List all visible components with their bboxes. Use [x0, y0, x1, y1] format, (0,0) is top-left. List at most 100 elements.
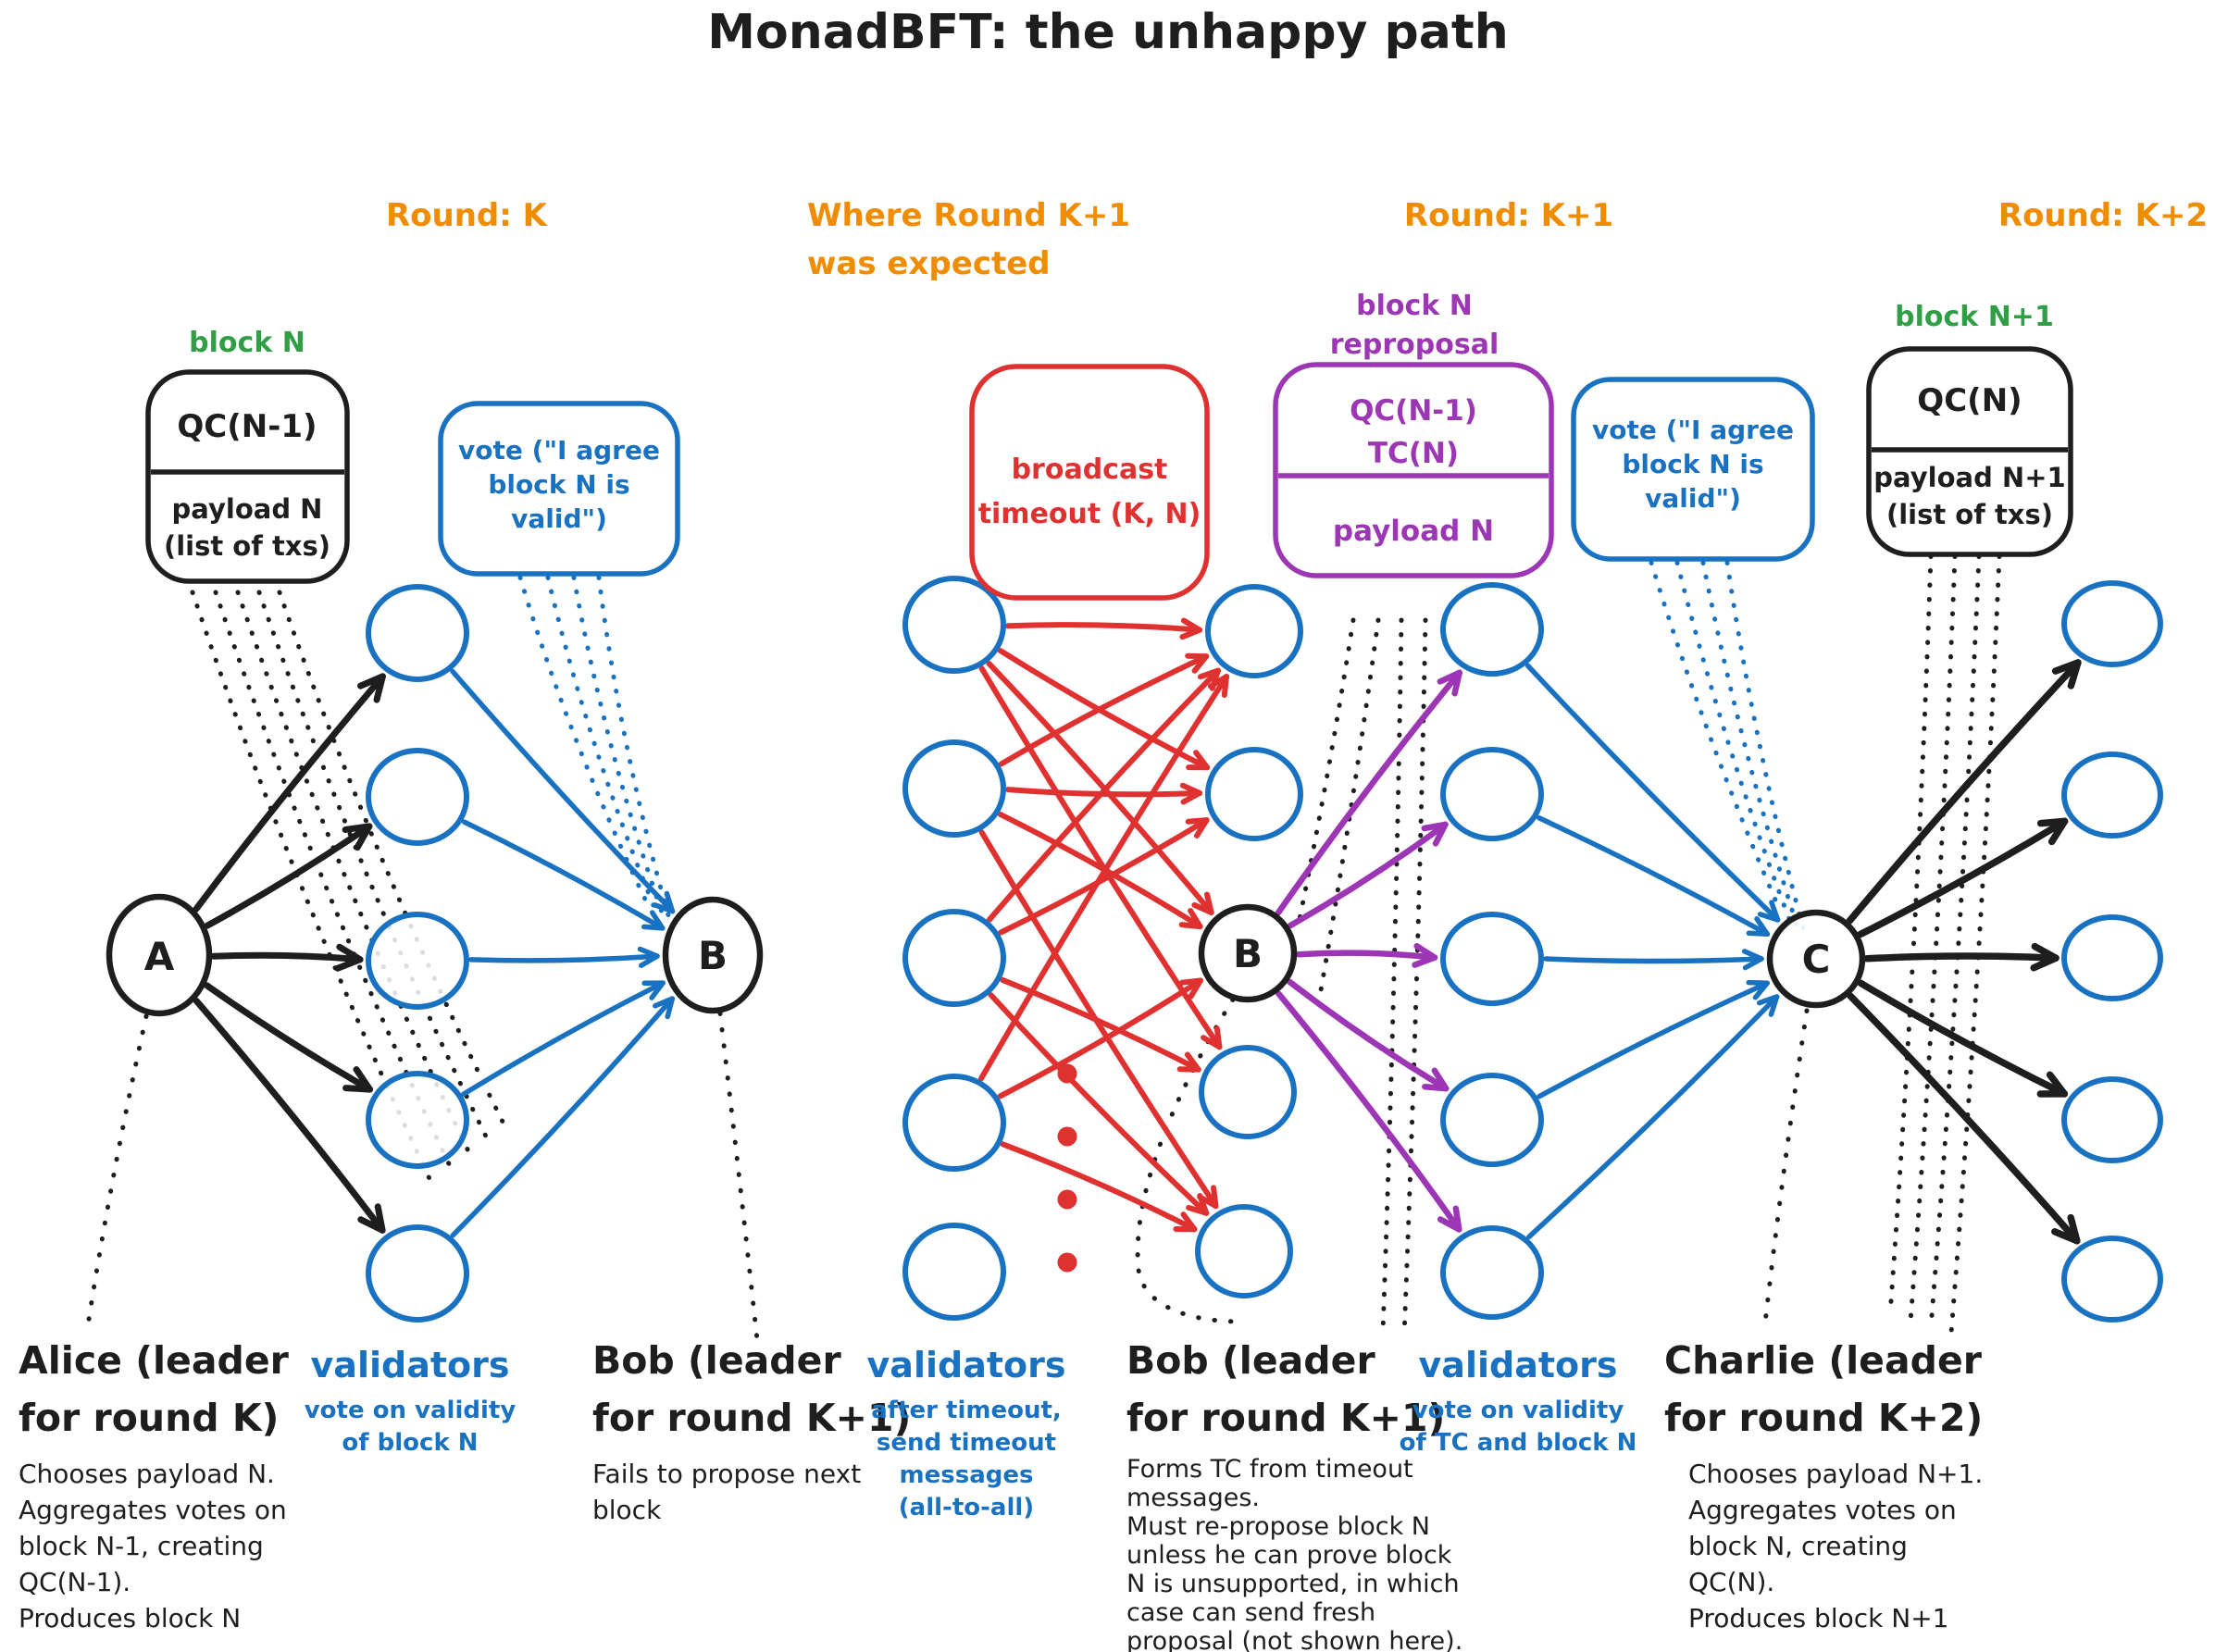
block-n-payload: payload N	[172, 493, 323, 525]
reproposal-arrows-bob2-to-validators	[1275, 669, 1462, 1233]
round-k2-label: Round: K+2	[1998, 197, 2208, 234]
leader-node-charlie	[1766, 909, 1866, 1009]
arrow-shaft	[210, 951, 364, 963]
charlie-body-3: block N, creating	[1688, 1531, 1908, 1561]
dotted-line	[277, 590, 508, 1130]
dotted-line	[1700, 560, 1800, 930]
arrow-head	[649, 980, 666, 1000]
dotted-line	[1928, 553, 1982, 1330]
alice-label-connector	[85, 1013, 149, 1328]
validators3-sub-2: of TC and block N	[1400, 1429, 1637, 1457]
arrow-shaft	[450, 996, 676, 1238]
arrow-shaft	[1287, 821, 1449, 929]
validator-circle	[1195, 1204, 1293, 1298]
arrow-shaft	[1857, 979, 2069, 1098]
arrow-shaft	[1543, 956, 1764, 964]
alice-body-4: QC(N-1).	[19, 1567, 131, 1597]
dotted-line	[1674, 560, 1792, 922]
vote-arrows-validators-to-bob1	[450, 668, 676, 1238]
validator-circle	[2061, 1236, 2163, 1323]
arrow-head	[1432, 821, 1449, 847]
dotted-line	[1948, 553, 2002, 1335]
charlie-heading-1: Charlie (leader	[1664, 1338, 1983, 1383]
node-bob2-label: B	[1233, 931, 1263, 976]
dotted-line	[1908, 553, 1958, 1324]
arrow-head	[1191, 901, 1214, 915]
dotted-line	[571, 575, 668, 925]
leader-node-bob2	[1198, 903, 1298, 1003]
alice-heading-1: Alice (leader	[19, 1338, 290, 1383]
charlie-heading-2: for round K+2)	[1664, 1396, 1983, 1440]
alice-body-5: Produces block N	[19, 1603, 241, 1633]
validator-circle	[366, 1224, 469, 1323]
ellipsis-dot	[1057, 1252, 1077, 1273]
arrow-shaft	[204, 823, 373, 929]
validators-ellipsis-dots	[1057, 1063, 1077, 1273]
arrow-shaft	[1526, 994, 1780, 1240]
validator-circles-timeout	[902, 576, 1006, 1321]
arrow-shaft	[978, 665, 1223, 1050]
dotted-line	[1318, 617, 1381, 993]
validator-circle	[366, 584, 469, 682]
arrow-head	[1188, 977, 1203, 1000]
validator-circle	[1440, 1225, 1544, 1320]
proposal-dotted-lines-block-n1	[1887, 553, 2002, 1335]
vote1-line2: block N is	[488, 469, 629, 500]
arrow-head	[354, 823, 373, 851]
arrow-shaft	[1295, 950, 1438, 961]
block-n1-payload: payload N+1	[1873, 462, 2065, 493]
validators3-heading: validators	[1419, 1345, 1618, 1385]
bob2-body-4: unless he can prove block	[1126, 1541, 1452, 1570]
validator-circles-middle-targets	[1195, 584, 1303, 1298]
block-n-payload2: (list of txs)	[164, 530, 330, 562]
validator-circle	[2061, 914, 2163, 1001]
propose-arrows-alice-to-validators	[193, 673, 386, 1234]
arrow-head	[334, 956, 364, 972]
alice-heading-2: for round K)	[19, 1396, 279, 1440]
validator-circles-round-k	[366, 584, 469, 1323]
ellipsis-dot	[1057, 1126, 1077, 1147]
arrow-head	[641, 924, 666, 931]
block-n1-payload2: (list of txs)	[1886, 499, 2053, 530]
validator-circle	[902, 739, 1006, 838]
arrow-head	[2051, 1228, 2081, 1245]
bob2-body-5: N is unsupported, in which	[1126, 1570, 1460, 1598]
vote2-line1: vote ("I agree	[1592, 415, 1794, 445]
validator-circle	[2061, 580, 2163, 667]
boxes-layer	[145, 346, 2073, 601]
arrow-head	[1201, 1035, 1223, 1050]
arrow-shaft	[1537, 980, 1770, 1099]
arrow-head	[665, 996, 676, 1020]
validator-circle	[1440, 747, 1544, 841]
validator-circle	[902, 1074, 1006, 1172]
dotted-line	[235, 590, 474, 1160]
charlie-body-2: Aggregates votes on	[1688, 1495, 1957, 1525]
arrow-head	[1191, 653, 1210, 674]
validator-circle	[1205, 747, 1303, 841]
validator-circle	[902, 1223, 1006, 1321]
validator-circle	[366, 1071, 469, 1169]
vote2-line2: block N is	[1622, 449, 1763, 479]
arrow-shaft	[1275, 990, 1462, 1233]
arrow-shaft	[1000, 976, 1201, 1073]
reproposal-box	[1273, 362, 1554, 578]
arrow-head	[1757, 912, 1781, 923]
alice-body-3: block N-1, creating	[19, 1531, 264, 1561]
node-alice-label: A	[144, 934, 175, 979]
reproposal-qc2: TC(N)	[1368, 437, 1459, 470]
dotted-line	[1724, 560, 1808, 938]
arrow-shaft	[1846, 659, 2082, 925]
validators1-sub-2: of block N	[342, 1429, 478, 1457]
arrow-shaft	[1275, 669, 1462, 916]
arrow-head	[638, 953, 660, 968]
bob2-body-3: Must re-propose block N	[1126, 1512, 1430, 1541]
arrow-head	[2067, 659, 2082, 689]
arrow-head	[1194, 817, 1210, 838]
dotted-line	[517, 575, 651, 908]
arrow-head	[1178, 922, 1203, 930]
validators3-sub-1: vote on validity	[1412, 1397, 1624, 1424]
vote-box-2	[1571, 377, 1815, 562]
node-charlie-label: C	[1802, 937, 1831, 982]
arrow-shaft	[998, 817, 1210, 936]
